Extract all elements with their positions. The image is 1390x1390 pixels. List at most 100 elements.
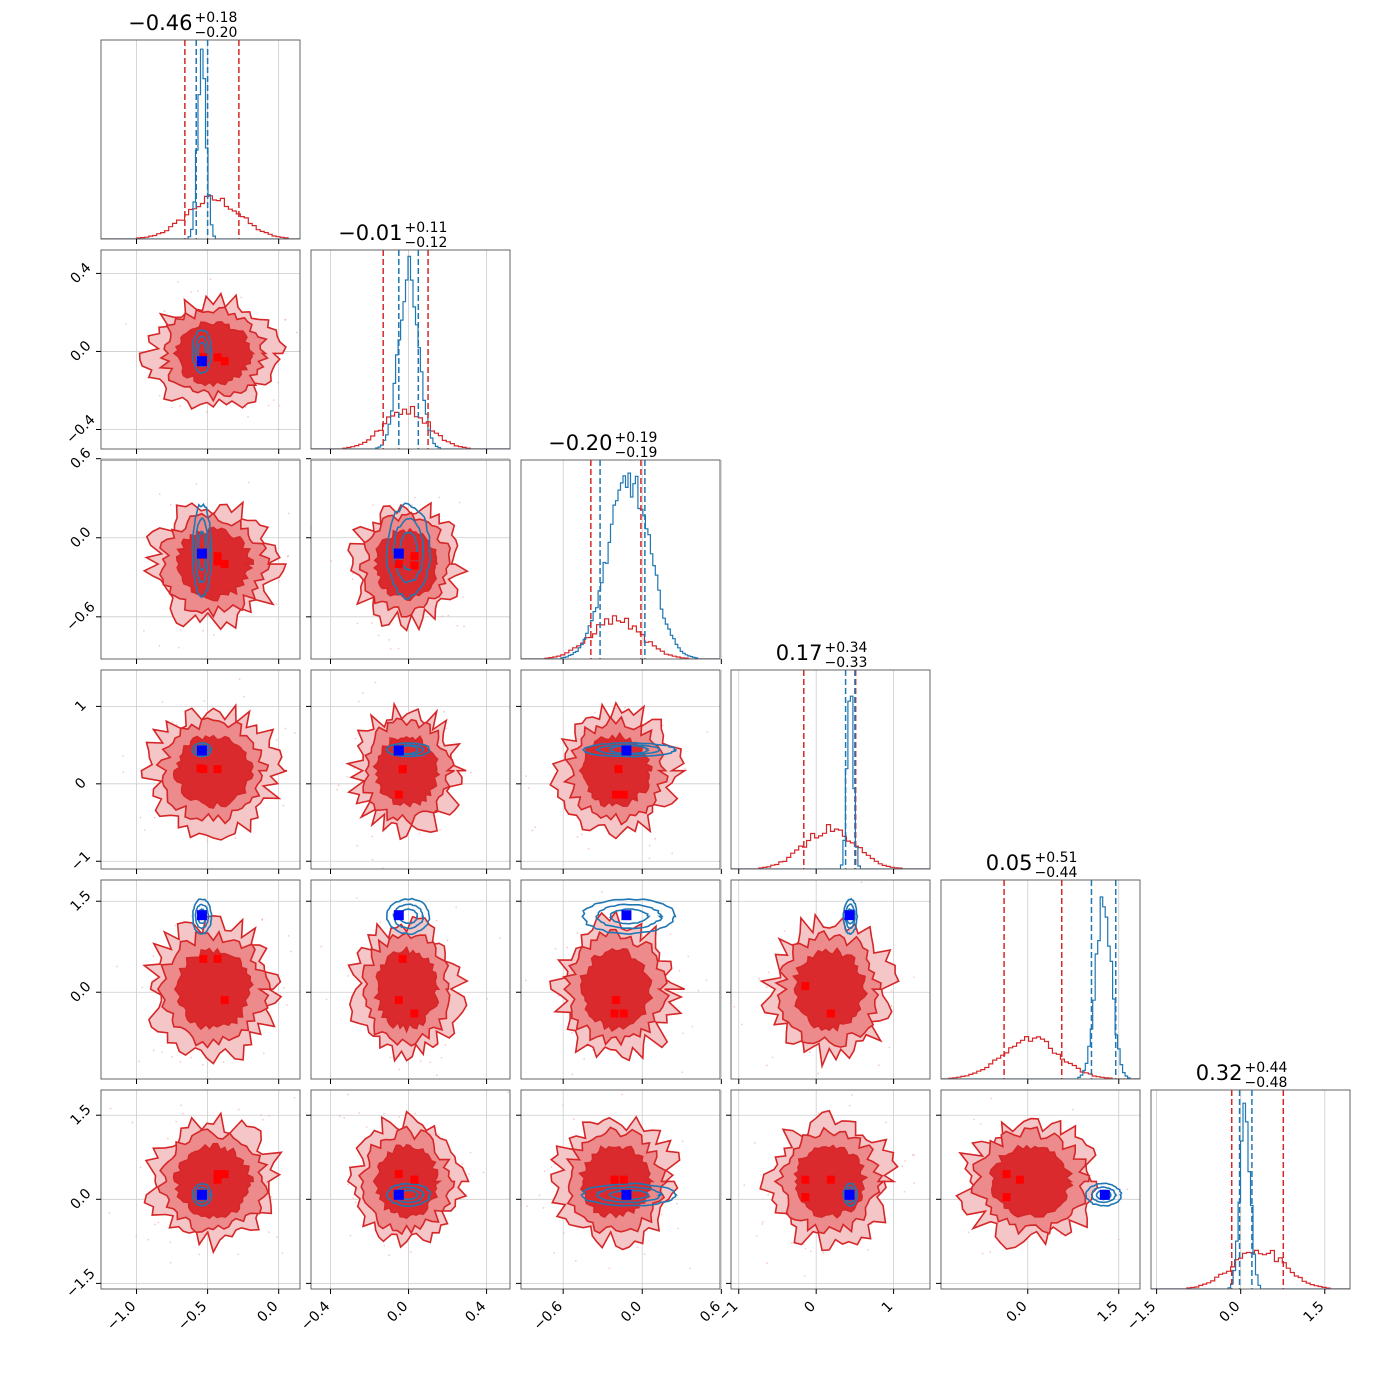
- red-sample-point: [890, 1005, 893, 1007]
- red-sample-point: [470, 771, 472, 774]
- red-sample-point: [270, 1196, 273, 1198]
- red-marker: [213, 353, 222, 362]
- red-sample-point: [444, 1043, 447, 1046]
- red-sample-point: [338, 1115, 341, 1118]
- y-tick-label: 0.6: [67, 445, 94, 472]
- red-sample-point: [932, 1110, 934, 1112]
- red-sample-point: [153, 816, 156, 819]
- red-marker: [801, 1193, 810, 1202]
- blue-contour: [192, 898, 213, 935]
- red-sample-point: [768, 1119, 770, 1121]
- red-sample-point: [389, 648, 392, 650]
- red-sample-point: [349, 802, 351, 804]
- red-sample-point: [867, 1249, 869, 1251]
- red-sample-point: [414, 1112, 417, 1115]
- panel-content: [1151, 1090, 1350, 1289]
- red-sample-point: [528, 787, 530, 790]
- red-marker: [801, 1175, 810, 1184]
- red-sample-point: [409, 1250, 412, 1253]
- panel-content: [733, 881, 915, 1121]
- red-sample-point: [256, 674, 258, 676]
- param-title-minus: −0.12: [405, 235, 448, 251]
- blue-marker: [196, 1189, 207, 1200]
- y-tick-label: −1.5: [63, 1266, 98, 1301]
- x-tick-label: −1: [716, 1299, 742, 1325]
- red-histogram: [101, 195, 300, 239]
- red-marker: [611, 790, 620, 799]
- red-marker: [213, 1175, 222, 1184]
- red-sample-point: [798, 1087, 800, 1089]
- panel-content: [311, 496, 470, 650]
- blue-marker: [621, 910, 632, 921]
- red-marker: [398, 765, 407, 774]
- red-sample-point: [276, 1236, 279, 1239]
- blue-contour: [595, 744, 661, 756]
- red-sample-point: [438, 496, 441, 499]
- red-sample-point: [267, 404, 270, 407]
- red-sample-point: [283, 986, 285, 989]
- red-sample-point: [593, 711, 596, 714]
- red-marker: [619, 790, 628, 799]
- red-sample-point: [294, 732, 296, 734]
- red-sample-point: [234, 837, 237, 840]
- red-sample-point: [397, 647, 400, 650]
- red-sample-point: [371, 835, 374, 838]
- panel-content: [941, 880, 1140, 1079]
- red-sample-point: [238, 678, 241, 681]
- x-tick-label: 0.0: [618, 1299, 645, 1326]
- red-sample-point: [282, 804, 285, 807]
- red-sample-point: [122, 771, 125, 774]
- red-sample-point: [361, 691, 364, 694]
- red-sample-point: [351, 572, 354, 575]
- x-tick-label: −0.5: [175, 1299, 210, 1334]
- blue-contour: [194, 903, 210, 930]
- red-sample-point: [566, 946, 569, 949]
- red-sample-point: [347, 1183, 350, 1186]
- red-sample-point: [236, 1253, 239, 1256]
- red-sample-point: [461, 1163, 464, 1166]
- red-sample-point: [158, 493, 161, 496]
- red-sample-point: [534, 826, 537, 829]
- red-contour: [173, 947, 254, 1031]
- red-sample-point: [287, 934, 290, 937]
- red-sample-point: [734, 970, 736, 972]
- red-sample-point: [175, 1120, 177, 1123]
- red-marker: [410, 1009, 419, 1018]
- red-sample-point: [356, 844, 359, 847]
- red-sample-point: [456, 625, 459, 627]
- red-sample-point: [388, 638, 391, 641]
- red-sample-point: [169, 1241, 172, 1244]
- param-title: 0.32: [1196, 1061, 1243, 1085]
- red-sample-point: [557, 994, 560, 997]
- red-sample-point: [554, 948, 557, 950]
- red-sample-point: [441, 615, 444, 618]
- red-sample-point: [195, 483, 198, 486]
- y-tick-label: 1.5: [67, 1102, 94, 1129]
- red-sample-point: [413, 496, 416, 499]
- red-contour: [373, 945, 441, 1034]
- red-sample-point: [278, 579, 280, 582]
- red-sample-point: [66, 501, 68, 503]
- red-sample-point: [518, 946, 520, 948]
- red-sample-point: [240, 296, 243, 299]
- red-sample-point: [343, 1116, 346, 1119]
- blue-contour: [580, 1182, 679, 1207]
- panel-frame: [100, 879, 301, 1080]
- red-sample-point: [469, 1151, 472, 1154]
- red-marker: [220, 357, 229, 366]
- red-sample-point: [783, 930, 786, 933]
- param-title-plus: +0.51: [1035, 850, 1078, 866]
- panel-content: [518, 891, 736, 1076]
- red-sample-point: [682, 1032, 685, 1035]
- panel-frame: [940, 879, 1141, 1080]
- red-sample-point: [435, 1074, 438, 1077]
- red-sample-point: [260, 1114, 262, 1116]
- blue-marker: [393, 745, 404, 756]
- panel-content: [116, 898, 292, 1066]
- red-sample-point: [463, 625, 465, 628]
- blue-marker: [196, 548, 207, 559]
- red-sample-point: [583, 1065, 585, 1067]
- red-marker: [213, 765, 222, 774]
- red-sample-point: [371, 858, 374, 861]
- blue-contour: [191, 329, 213, 375]
